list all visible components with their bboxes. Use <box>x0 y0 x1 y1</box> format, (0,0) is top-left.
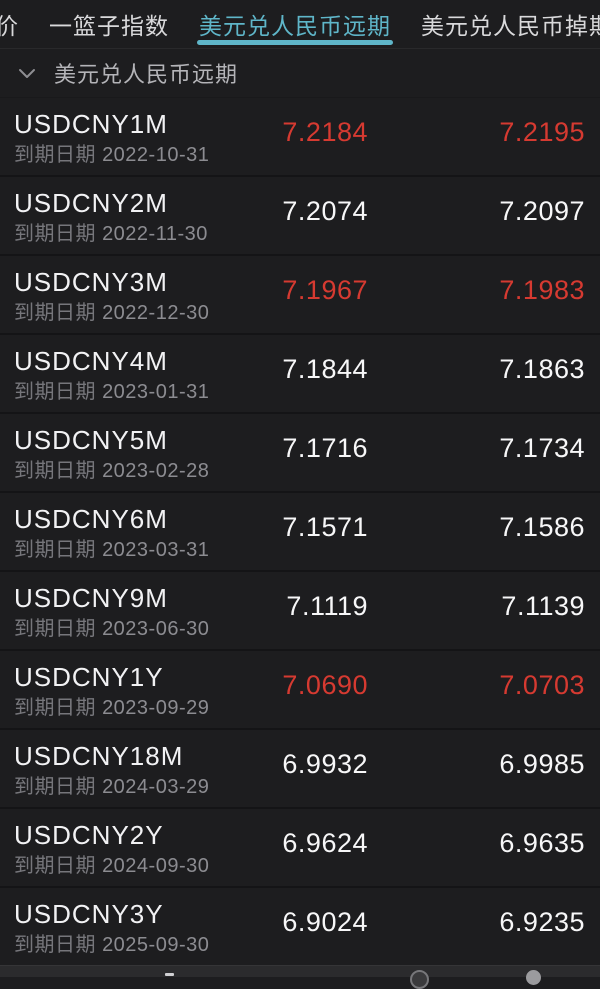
tab-label: 美元兑人民币远期 <box>199 13 391 39</box>
symbol-label: USDCNY1Y <box>14 661 164 692</box>
symbol-label: USDCNY2Y <box>14 819 164 850</box>
ask-price: 7.1586 <box>499 512 585 542</box>
bid-price: 7.2074 <box>282 196 368 226</box>
tab-label: 一篮子指数 <box>49 13 169 39</box>
toolbar-dash-icon <box>165 973 174 976</box>
table-row[interactable]: USDCNY9M 到期日期 2023-06-30 7.1119 7.1139 <box>0 570 600 649</box>
maturity-date: 2022-10-31 <box>102 143 210 166</box>
tab-item[interactable]: 美元兑人民币远期 <box>197 0 393 48</box>
maturity-label: 到期日期 <box>14 696 96 719</box>
symbol-label: USDCNY5M <box>14 424 168 455</box>
top-tab-bar: 价 一篮子指数 美元兑人民币远期 美元兑人民币掉期 <box>0 0 600 49</box>
maturity-date: 2022-11-30 <box>102 222 208 245</box>
maturity-label: 到期日期 <box>14 538 96 561</box>
tab-item[interactable]: 一篮子指数 <box>49 0 169 48</box>
maturity-date: 2023-06-30 <box>102 617 210 640</box>
tab-label: 价 <box>0 7 19 41</box>
ask-price: 6.9235 <box>499 907 585 937</box>
maturity-date: 2022-12-30 <box>102 301 210 324</box>
bid-price: 7.1571 <box>282 512 368 542</box>
tab-item[interactable]: 美元兑人民币掉期 <box>421 0 600 48</box>
bid-price: 7.1967 <box>282 275 368 305</box>
bid-price: 7.1844 <box>282 354 368 384</box>
bid-price: 6.9932 <box>282 749 368 779</box>
table-row[interactable]: USDCNY3Y 到期日期 2025-09-30 6.9024 6.9235 <box>0 886 600 965</box>
table-row[interactable]: USDCNY2M 到期日期 2022-11-30 7.2074 7.2097 <box>0 175 600 254</box>
symbol-label: USDCNY3M <box>14 266 168 297</box>
table-row[interactable]: USDCNY18M 到期日期 2024-03-29 6.9932 6.9985 <box>0 728 600 807</box>
ask-price: 7.1863 <box>499 354 585 384</box>
table-row[interactable]: USDCNY1Y 到期日期 2023-09-29 7.0690 7.0703 <box>0 649 600 728</box>
symbol-label: USDCNY18M <box>14 740 184 771</box>
ask-price: 7.1139 <box>501 591 585 621</box>
ask-price: 7.1734 <box>499 433 585 463</box>
maturity-label: 到期日期 <box>14 617 96 640</box>
bottom-toolbar-edge <box>0 965 600 989</box>
symbol-label: USDCNY9M <box>14 582 168 613</box>
symbol-label: USDCNY1M <box>14 108 168 139</box>
active-tab-underline <box>197 40 393 45</box>
ask-price: 7.2195 <box>499 117 585 147</box>
ask-price: 6.9985 <box>499 749 585 779</box>
bid-price: 7.1716 <box>282 433 368 463</box>
maturity-label: 到期日期 <box>14 301 96 324</box>
symbol-label: USDCNY6M <box>14 503 168 534</box>
bid-price: 7.2184 <box>282 117 368 147</box>
toolbar-circle-icon <box>410 970 429 989</box>
table-row[interactable]: USDCNY6M 到期日期 2023-03-31 7.1571 7.1586 <box>0 491 600 570</box>
tab-label: 美元兑人民币掉期 <box>421 13 600 39</box>
tab-item[interactable]: 价 <box>0 0 19 48</box>
maturity-label: 到期日期 <box>14 775 96 798</box>
forward-rate-list: USDCNY1M 到期日期 2022-10-31 7.2184 7.2195 U… <box>0 97 600 965</box>
bid-price: 6.9624 <box>282 828 368 858</box>
table-row[interactable]: USDCNY3M 到期日期 2022-12-30 7.1967 7.1983 <box>0 254 600 333</box>
table-row[interactable]: USDCNY1M 到期日期 2022-10-31 7.2184 7.2195 <box>0 97 600 175</box>
maturity-label: 到期日期 <box>14 933 96 956</box>
maturity-date: 2024-09-30 <box>102 854 210 877</box>
table-row[interactable]: USDCNY5M 到期日期 2023-02-28 7.1716 7.1734 <box>0 412 600 491</box>
symbol-label: USDCNY3Y <box>14 898 164 929</box>
maturity-date: 2023-02-28 <box>102 459 210 482</box>
ask-price: 7.1983 <box>499 275 585 305</box>
maturity-date: 2023-01-31 <box>102 380 210 403</box>
ask-price: 7.2097 <box>499 196 585 226</box>
maturity-label: 到期日期 <box>14 380 96 403</box>
bid-price: 7.1119 <box>286 591 368 621</box>
section-header[interactable]: 美元兑人民币远期 <box>0 49 600 97</box>
table-row[interactable]: USDCNY4M 到期日期 2023-01-31 7.1844 7.1863 <box>0 333 600 412</box>
maturity-label: 到期日期 <box>14 854 96 877</box>
maturity-label: 到期日期 <box>14 143 96 166</box>
chevron-down-icon <box>18 68 36 79</box>
table-row[interactable]: USDCNY2Y 到期日期 2024-09-30 6.9624 6.9635 <box>0 807 600 886</box>
toolbar-circle-icon <box>526 970 541 985</box>
maturity-label: 到期日期 <box>14 459 96 482</box>
maturity-label: 到期日期 <box>14 222 96 245</box>
maturity-date: 2023-03-31 <box>102 538 210 561</box>
maturity-date: 2023-09-29 <box>102 696 210 719</box>
bid-price: 6.9024 <box>282 907 368 937</box>
symbol-label: USDCNY4M <box>14 345 168 376</box>
section-title: 美元兑人民币远期 <box>54 62 239 87</box>
maturity-date: 2024-03-29 <box>102 775 210 798</box>
ask-price: 6.9635 <box>499 828 585 858</box>
ask-price: 7.0703 <box>499 670 585 700</box>
maturity-date: 2025-09-30 <box>102 933 210 956</box>
symbol-label: USDCNY2M <box>14 187 168 218</box>
bid-price: 7.0690 <box>282 670 368 700</box>
